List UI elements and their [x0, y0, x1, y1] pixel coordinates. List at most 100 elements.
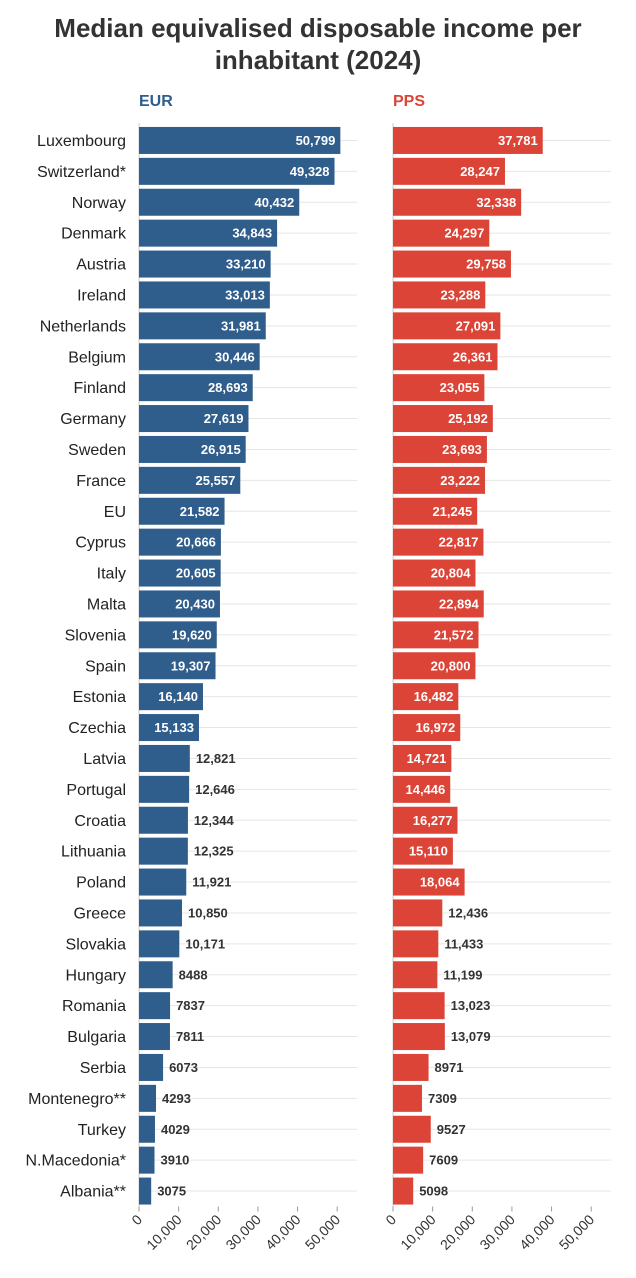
data-label-eur: 31,981 — [221, 318, 261, 333]
bar-eur — [139, 157, 335, 185]
bar-pps — [393, 1177, 414, 1205]
category-label: N.Macedonia* — [26, 1153, 127, 1170]
data-label-eur: 4293 — [162, 1091, 191, 1106]
bar-eur — [139, 1115, 155, 1143]
bar-pps — [393, 683, 459, 711]
data-label-eur: 26,915 — [201, 442, 241, 457]
bar-pps — [393, 621, 479, 649]
category-label: Poland — [76, 875, 126, 892]
data-label-eur: 40,432 — [254, 195, 294, 210]
bar-pps — [393, 775, 451, 803]
category-label: Denmark — [61, 226, 127, 243]
bar-eur — [139, 435, 246, 463]
data-label-eur: 50,799 — [296, 133, 336, 148]
category-label: Albania** — [60, 1184, 126, 1201]
category-label: Czechia — [68, 720, 126, 737]
data-label-eur: 30,446 — [215, 349, 255, 364]
data-label-eur: 15,133 — [154, 720, 194, 735]
category-label: Romania — [62, 998, 126, 1015]
bar-pps — [393, 528, 484, 556]
bar-eur — [139, 466, 241, 494]
category-label: Slovakia — [66, 936, 127, 953]
bar-pps — [393, 1115, 431, 1143]
x-tick-label-eur: 0 — [128, 1211, 145, 1228]
category-label: EU — [104, 504, 126, 521]
category-label: Finland — [74, 380, 126, 397]
bar-eur — [139, 1084, 157, 1112]
bar-pps — [393, 343, 498, 371]
bar-pps — [393, 806, 458, 834]
bar-pps — [393, 435, 487, 463]
category-label: Luxembourg — [37, 133, 126, 150]
bar-eur — [139, 559, 221, 587]
data-label-pps: 14,446 — [405, 782, 445, 797]
category-label: Austria — [76, 257, 126, 274]
data-label-eur: 11,921 — [192, 875, 231, 890]
data-label-eur: 4029 — [161, 1122, 190, 1137]
data-label-pps: 22,817 — [439, 535, 479, 550]
data-label-eur: 7811 — [176, 1029, 204, 1044]
data-label-eur: 33,013 — [225, 287, 265, 302]
data-label-pps: 20,804 — [431, 566, 472, 581]
bar-eur — [139, 126, 341, 154]
x-tick-label-eur: 20,000 — [183, 1211, 225, 1253]
bar-eur — [139, 188, 300, 216]
bar-eur — [139, 343, 260, 371]
data-label-pps: 24,297 — [445, 226, 485, 241]
data-label-pps: 25,192 — [448, 411, 488, 426]
data-label-eur: 27,619 — [204, 411, 244, 426]
bar-pps — [393, 559, 476, 587]
data-label-eur: 12,325 — [194, 844, 234, 859]
bar-pps — [393, 312, 501, 340]
bar-eur — [139, 930, 180, 958]
data-label-pps: 23,288 — [441, 287, 481, 302]
data-label-eur: 34,843 — [232, 226, 272, 241]
bar-pps — [393, 1084, 422, 1112]
bar-pps — [393, 899, 443, 927]
category-label: Montenegro** — [28, 1091, 126, 1108]
data-label-pps: 32,338 — [476, 195, 516, 210]
category-label: Italy — [97, 566, 126, 583]
category-label: Lithuania — [61, 844, 126, 861]
x-tick-label-eur: 30,000 — [222, 1211, 264, 1253]
data-label-eur: 49,328 — [290, 164, 330, 179]
data-label-eur: 19,620 — [172, 627, 212, 642]
category-label: Switzerland* — [37, 164, 126, 181]
data-label-eur: 10,171 — [185, 936, 225, 951]
category-label: Bulgaria — [67, 1029, 126, 1046]
category-label: Belgium — [68, 349, 126, 366]
data-label-eur: 3075 — [157, 1184, 186, 1199]
bar-eur — [139, 683, 203, 711]
bar-eur — [139, 497, 225, 525]
category-label: Turkey — [78, 1122, 126, 1139]
bar-pps — [393, 374, 485, 402]
bar-eur — [139, 1146, 155, 1174]
bar-pps — [393, 837, 453, 865]
bar-pps — [393, 281, 486, 309]
x-tick-label-pps: 30,000 — [476, 1211, 518, 1253]
category-label: Ireland — [77, 287, 126, 304]
bar-pps — [393, 405, 493, 433]
data-label-eur: 16,140 — [158, 689, 198, 704]
x-tick-label-pps: 40,000 — [516, 1211, 558, 1253]
category-label: Norway — [72, 195, 126, 212]
data-label-pps: 7309 — [428, 1091, 457, 1106]
bar-eur — [139, 1023, 170, 1051]
bar-eur — [139, 590, 220, 618]
data-label-pps: 11,199 — [443, 967, 482, 982]
data-label-eur: 20,605 — [176, 566, 216, 581]
category-label: Greece — [74, 905, 127, 922]
bar-eur — [139, 837, 188, 865]
bar-eur — [139, 992, 171, 1020]
data-label-pps: 13,023 — [451, 998, 491, 1013]
bar-pps — [393, 466, 486, 494]
x-tick-label-eur: 40,000 — [262, 1211, 304, 1253]
data-label-eur: 20,666 — [176, 535, 216, 550]
data-label-eur: 8488 — [179, 967, 208, 982]
data-label-pps: 26,361 — [453, 349, 493, 364]
data-label-pps: 21,245 — [432, 504, 472, 519]
category-label: Netherlands — [40, 318, 126, 335]
bar-eur — [139, 528, 221, 556]
category-label: Sweden — [68, 442, 126, 459]
data-label-eur: 28,693 — [208, 380, 248, 395]
